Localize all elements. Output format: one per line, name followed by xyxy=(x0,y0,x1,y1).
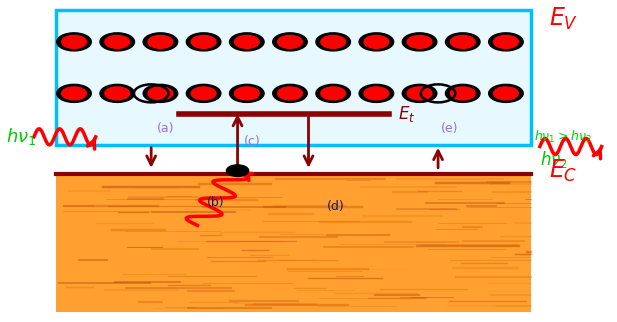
Circle shape xyxy=(57,33,91,51)
Circle shape xyxy=(321,35,346,48)
Circle shape xyxy=(230,84,264,102)
Circle shape xyxy=(186,33,221,51)
Text: $E_t$: $E_t$ xyxy=(398,104,415,124)
Circle shape xyxy=(191,35,216,48)
Text: (e): (e) xyxy=(441,122,458,135)
Text: (b): (b) xyxy=(207,196,225,209)
Circle shape xyxy=(494,35,518,48)
Text: $h\nu_1 > h\nu_2$: $h\nu_1 > h\nu_2$ xyxy=(534,129,591,145)
Text: $E_V$: $E_V$ xyxy=(549,6,578,33)
Text: (d): (d) xyxy=(327,200,345,213)
Text: (c): (c) xyxy=(244,135,260,148)
Circle shape xyxy=(191,87,216,100)
Circle shape xyxy=(143,33,178,51)
Circle shape xyxy=(186,84,221,102)
Text: $h\nu_2$: $h\nu_2$ xyxy=(540,149,568,170)
Circle shape xyxy=(402,84,437,102)
Circle shape xyxy=(105,35,130,48)
Circle shape xyxy=(62,35,86,48)
Circle shape xyxy=(364,87,389,100)
Circle shape xyxy=(450,87,475,100)
Circle shape xyxy=(489,84,523,102)
Circle shape xyxy=(143,84,178,102)
Text: $E_C$: $E_C$ xyxy=(549,157,578,184)
Circle shape xyxy=(489,33,523,51)
Circle shape xyxy=(62,87,86,100)
Text: (a): (a) xyxy=(157,122,175,135)
Circle shape xyxy=(148,35,173,48)
Circle shape xyxy=(316,33,350,51)
Circle shape xyxy=(494,87,518,100)
Circle shape xyxy=(278,35,302,48)
Circle shape xyxy=(105,87,130,100)
Circle shape xyxy=(278,87,302,100)
Circle shape xyxy=(407,35,432,48)
Circle shape xyxy=(364,35,389,48)
Circle shape xyxy=(234,87,259,100)
Circle shape xyxy=(450,35,475,48)
Circle shape xyxy=(273,84,307,102)
Circle shape xyxy=(148,87,173,100)
Circle shape xyxy=(407,87,432,100)
Circle shape xyxy=(100,84,135,102)
Circle shape xyxy=(359,33,394,51)
Circle shape xyxy=(57,84,91,102)
Circle shape xyxy=(100,33,135,51)
Circle shape xyxy=(230,33,264,51)
Text: $h\nu_1$: $h\nu_1$ xyxy=(6,126,36,147)
Circle shape xyxy=(316,84,350,102)
Bar xyxy=(56,174,531,312)
Circle shape xyxy=(226,165,249,176)
Circle shape xyxy=(445,84,480,102)
Bar xyxy=(56,10,531,145)
Circle shape xyxy=(359,84,394,102)
Circle shape xyxy=(445,33,480,51)
Circle shape xyxy=(234,35,259,48)
Circle shape xyxy=(402,33,437,51)
Circle shape xyxy=(273,33,307,51)
Circle shape xyxy=(321,87,346,100)
